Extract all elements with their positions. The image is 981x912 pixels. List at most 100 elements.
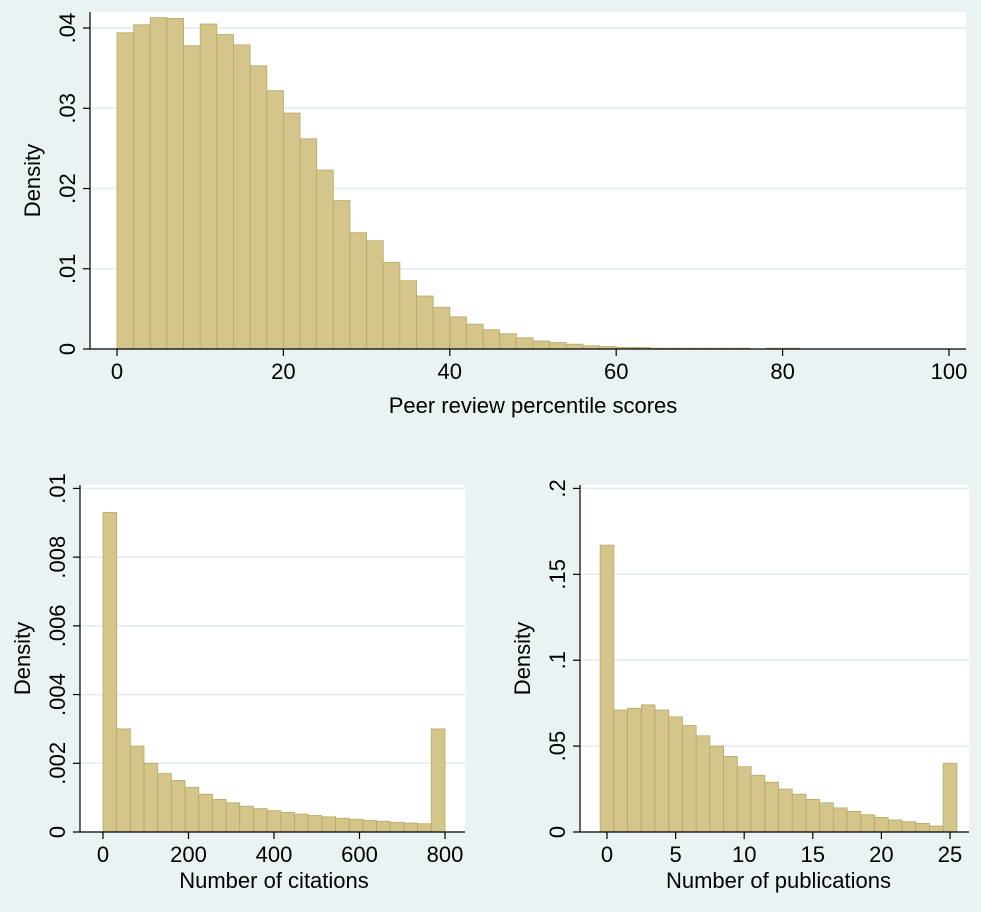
bar: [183, 45, 201, 350]
bar: [709, 745, 725, 833]
bar: [332, 200, 351, 350]
bar: [832, 807, 848, 833]
x-axis-title: Peer review percentile scores: [389, 393, 678, 418]
bar: [682, 725, 697, 833]
bar: [778, 788, 793, 833]
bar: [362, 819, 378, 833]
bars: [116, 17, 800, 350]
bar: [349, 232, 367, 350]
y-tick-label: .002: [45, 742, 70, 785]
bar: [565, 343, 584, 350]
bar: [887, 819, 903, 833]
bar: [819, 802, 834, 833]
bar: [430, 728, 446, 833]
y-tick-label: .006: [45, 604, 70, 647]
x-tick-label: 40: [438, 359, 462, 384]
bar: [166, 18, 184, 350]
bar: [764, 781, 779, 833]
x-tick-label: 20: [869, 842, 893, 867]
bar: [321, 816, 336, 833]
bar: [280, 812, 295, 833]
bar: [376, 820, 391, 833]
bar: [282, 112, 301, 350]
bar: [299, 138, 318, 350]
bar: [432, 306, 451, 350]
x-tick-label: 20: [271, 359, 295, 384]
bar: [532, 340, 551, 350]
y-tick-label: .1: [545, 651, 570, 669]
bar: [382, 261, 401, 350]
x-tick-label: 600: [341, 842, 378, 867]
bar: [599, 544, 615, 833]
x-tick-label: 200: [170, 842, 207, 867]
y-tick-label: .008: [45, 536, 70, 579]
x-tick-label: 10: [732, 842, 756, 867]
bar: [212, 798, 227, 833]
y-tick-label: .02: [55, 173, 80, 204]
bar: [143, 762, 159, 833]
bar: [654, 709, 670, 833]
x-tick-label: 25: [938, 842, 962, 867]
bar: [198, 793, 213, 833]
y-tick-label: .01: [45, 473, 70, 504]
y-axis-title: Density: [510, 622, 535, 695]
bar: [239, 805, 254, 833]
y-tick-label: .05: [545, 731, 570, 762]
x-axis-title: Number of publications: [666, 868, 891, 893]
bar: [805, 798, 821, 833]
y-tick-label: .01: [55, 253, 80, 284]
bar: [225, 802, 241, 833]
x-tick-label: 0: [601, 842, 613, 867]
x-tick-label: 60: [604, 359, 628, 384]
bar: [640, 704, 656, 833]
bar: [874, 816, 889, 833]
bar: [723, 756, 738, 833]
bar: [791, 793, 807, 833]
bar: [216, 34, 234, 350]
bar: [416, 295, 434, 350]
publications-histogram: 0 .05 .1 .15 .2 0 5 10 15 20 25 Number of publicati…: [510, 479, 969, 893]
bar: [846, 810, 862, 833]
peer-review-histogram: 0 .01 .02 .03 .04 0 20 40 60 80 100 Peer review per…: [20, 12, 967, 418]
bar: [499, 333, 517, 350]
y-tick-label: .2: [545, 479, 570, 497]
x-axis-title: Number of citations: [179, 868, 369, 893]
bar: [102, 512, 118, 833]
x-tick-label: 5: [669, 842, 681, 867]
bar: [199, 23, 218, 350]
bar: [942, 762, 958, 833]
y-axis-title: Density: [10, 622, 35, 695]
bar: [466, 323, 484, 350]
citations-histogram: 0 .002 .004 .006 .008 .01 0 200 400 600 800 Number …: [10, 473, 465, 893]
bar: [915, 823, 930, 833]
y-tick-label: 0: [55, 343, 80, 355]
bar: [249, 65, 268, 350]
bar: [403, 822, 419, 833]
x-tick-label: 400: [256, 842, 293, 867]
bar: [366, 240, 384, 350]
bar: [266, 90, 284, 350]
bar: [316, 169, 334, 350]
bar: [170, 780, 186, 833]
x-tick-label: 15: [801, 842, 825, 867]
bar: [129, 745, 145, 833]
bar: [860, 814, 875, 833]
bar: [389, 821, 405, 833]
bar: [627, 707, 642, 833]
bar: [116, 728, 131, 833]
bar: [253, 808, 268, 833]
x-tick-label: 0: [111, 359, 123, 384]
y-tick-label: .03: [55, 93, 80, 124]
bar: [929, 825, 944, 833]
y-tick-label: 0: [45, 826, 70, 838]
y-axis-title: Density: [20, 144, 45, 217]
bar: [613, 709, 628, 833]
bar: [335, 817, 350, 833]
y-tick-label: .04: [55, 13, 80, 44]
bar: [750, 774, 766, 833]
x-tick-label: 800: [427, 842, 464, 867]
bar: [116, 32, 135, 350]
bar: [233, 44, 251, 350]
bar: [515, 337, 534, 350]
